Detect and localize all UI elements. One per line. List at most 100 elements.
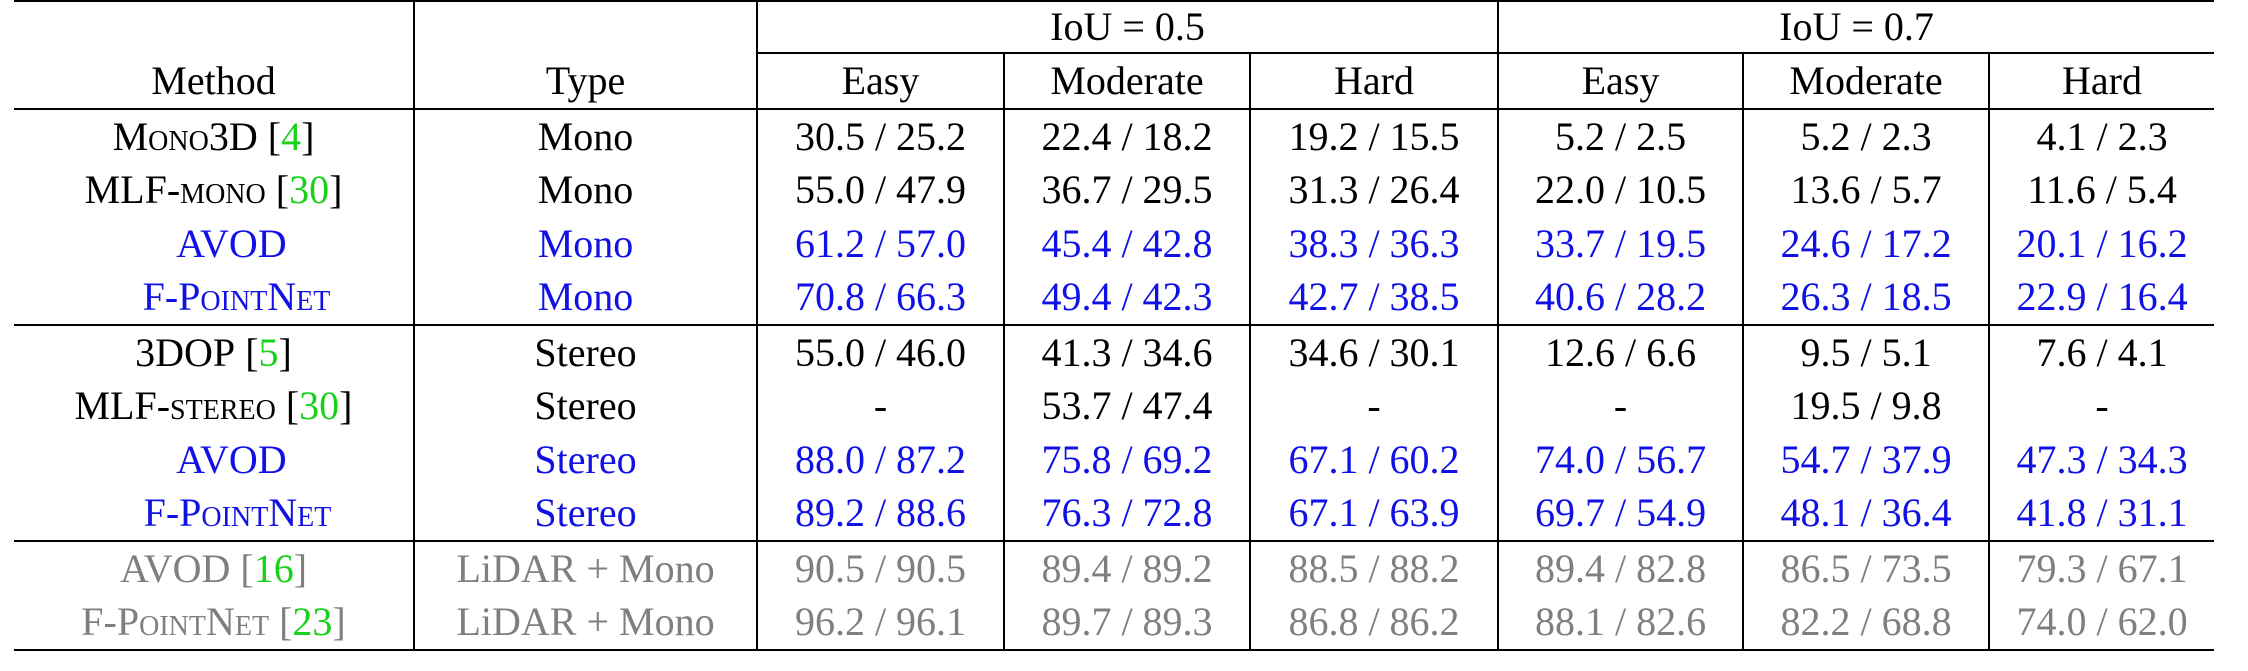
value-cell: 67.1 / 60.2 [1248,433,1499,487]
method-cell: 3DOP [5] [14,324,414,380]
value-cell: - [756,379,1004,433]
method-cell: MLF-stereo [30] [14,380,414,434]
value-cell: 48.1 / 36.4 [1742,486,1990,541]
value-cell: 13.6 / 5.7 [1742,163,1990,217]
value-cell: 76.3 / 72.8 [1003,486,1250,541]
value-cell: 31.3 / 26.4 [1248,163,1499,217]
value-cell: 75.8 / 69.2 [1003,433,1250,487]
difficulty-header: Hard [1248,53,1499,109]
value-cell: 41.3 / 34.6 [1003,324,1250,380]
header-blank [413,0,757,53]
citation-bracket-close: ] [332,599,346,645]
type-cell: LiDAR + Mono [413,595,757,651]
value-cell: 40.6 / 28.2 [1497,270,1744,325]
method-name: Mono3D [112,113,258,159]
type-cell: Stereo [413,486,757,541]
citation-bracket-open: [ [275,383,300,429]
method-cell: AVOD [16] [14,540,414,596]
value-cell: 54.7 / 37.9 [1742,433,1990,487]
citation-link[interactable]: 5 [258,329,279,375]
method-name: AVOD [119,545,231,591]
value-cell: 47.3 / 34.3 [1988,433,2215,487]
method-cell: MLF-mono [30] [14,164,414,218]
value-cell: 67.1 / 63.9 [1248,486,1499,541]
table-row: AVOD Mono 61.2 / 57.0 45.4 / 42.8 38.3 / 36.… [14,217,2215,271]
value-cell: 74.0 / 62.0 [1988,595,2215,651]
method-cell: AVOD [14,433,414,487]
method-cell: F-PointNet [23] [14,595,414,651]
citation-bracket-open: [ [235,329,259,375]
citation-link[interactable]: 16 [253,545,294,591]
type-cell: Stereo [413,433,757,487]
value-cell: 22.0 / 10.5 [1497,163,1744,217]
citation-bracket-close: ] [278,329,292,375]
value-cell: 19.5 / 9.8 [1742,379,1990,433]
table-row: F-PointNet [23] LiDAR + Mono 96.2 / 96.1 89… [14,595,2215,651]
iou-group-header: IoU = 0.5 [755,0,1499,54]
method-cell: Mono3D [4] [14,108,414,164]
value-cell: 49.4 / 42.3 [1003,270,1250,325]
method-cell: AVOD [14,217,414,271]
method-cell: F-PointNet [14,271,414,326]
value-cell: 26.3 / 18.5 [1742,270,1990,325]
value-cell: - [1497,379,1744,433]
difficulty-header: Easy [756,53,1004,109]
header-row-top: IoU = 0.5 IoU = 0.7 [14,0,2215,54]
difficulty-header: Moderate [1742,53,1990,109]
citation-bracket-open: [ [257,113,282,159]
table-row: AVOD Stereo 88.0 / 87.2 75.8 / 69.2 67.1 / 6… [14,433,2215,487]
value-cell: 12.6 / 6.6 [1497,324,1744,380]
method-name: AVOD [176,436,287,482]
value-cell: 4.1 / 2.3 [1988,108,2215,164]
citation-bracket-close: ] [329,167,343,213]
value-cell: 70.8 / 66.3 [756,270,1004,325]
value-cell: 9.5 / 5.1 [1742,324,1990,380]
method-name: F-PointNet [142,274,331,320]
method-cell: F-PointNet [14,487,414,542]
type-cell: Mono [413,108,757,164]
value-cell: 36.7 / 29.5 [1003,163,1250,217]
value-cell: - [1248,379,1499,433]
table-row: Mono3D [4] Mono 30.5 / 25.2 22.4 / 18.2 19.2… [14,108,2215,164]
value-cell: 55.0 / 46.0 [756,324,1004,380]
value-cell: 22.4 / 18.2 [1003,108,1250,164]
value-cell: 45.4 / 42.8 [1003,217,1250,271]
value-cell: 38.3 / 36.3 [1248,217,1499,271]
table-row: AVOD [16] LiDAR + Mono 90.5 / 90.5 89.4 / 8… [14,540,2215,596]
value-cell: 89.4 / 82.8 [1497,540,1744,596]
citation-bracket-open: [ [269,599,293,645]
value-cell: 19.2 / 15.5 [1248,108,1499,164]
citation-bracket-open: [ [265,167,290,213]
citation-link[interactable]: 4 [281,113,302,159]
citation-link[interactable]: 30 [299,383,340,429]
citation-bracket-open: [ [230,545,254,591]
value-cell: 89.2 / 88.6 [756,486,1004,541]
method-name: 3DOP [135,329,236,375]
value-cell: 11.6 / 5.4 [1988,163,2215,217]
iou-group-header: IoU = 0.7 [1497,0,2215,54]
value-cell: 86.8 / 86.2 [1248,595,1499,651]
results-table: IoU = 0.5 IoU = 0.7 Method Type Easy Mod… [14,0,2215,651]
value-cell: 53.7 / 47.4 [1003,379,1250,433]
value-cell: 20.1 / 16.2 [1988,217,2215,271]
header-blank [14,0,414,53]
difficulty-header: Easy [1497,53,1744,109]
value-cell: 79.3 / 67.1 [1988,540,2215,596]
type-column-header: Type [413,53,757,109]
value-cell: 42.7 / 38.5 [1248,270,1499,325]
value-cell: 69.7 / 54.9 [1497,486,1744,541]
difficulty-header: Hard [1988,53,2215,109]
value-cell: 88.0 / 87.2 [756,433,1004,487]
value-cell: 33.7 / 19.5 [1497,217,1744,271]
value-cell: 22.9 / 16.4 [1988,270,2215,325]
method-name: F-PointNet [81,599,270,645]
table-row: MLF-mono [30] Mono 55.0 / 47.9 36.7 / 29.5 3… [14,163,2215,218]
citation-link[interactable]: 23 [292,599,333,645]
citation-link[interactable]: 30 [289,167,330,213]
value-cell: 96.2 / 96.1 [756,595,1004,651]
value-cell: 7.6 / 4.1 [1988,324,2215,380]
value-cell: 89.4 / 89.2 [1003,540,1250,596]
value-cell: - [1988,379,2215,433]
value-cell: 30.5 / 25.2 [756,108,1004,164]
